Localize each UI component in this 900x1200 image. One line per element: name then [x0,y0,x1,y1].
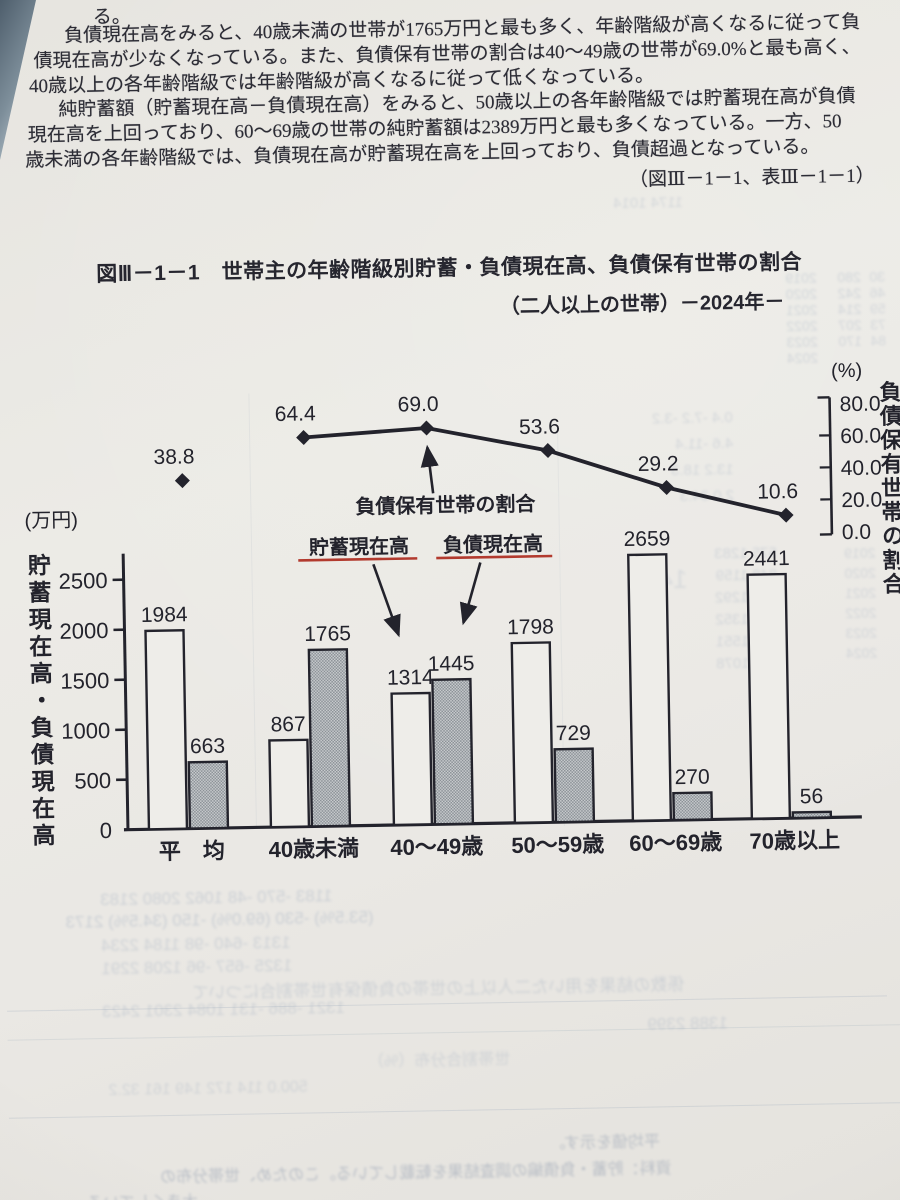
bar-debt-value: 729 [556,722,591,746]
left-axis-tick-label: 0 [100,818,113,843]
left-axis-tick-label: 1500 [60,668,109,694]
bleedthrough-rule [8,1102,900,1119]
x-axis-category-label: 60〜69歳 [629,829,722,856]
bar-savings-value: 1314 [387,666,434,690]
bar-savings [268,738,311,829]
bleedthrough-rule [7,995,887,1012]
bleedthrough-text: 係数の結果を用いた二人以上の世帯の負債保有世帯割合について [191,974,685,1003]
bar-savings-value: 2659 [623,527,670,551]
x-axis-category-label: 40歳未満 [268,836,359,863]
figure-chart-svg: 0 500 1000 1500 2000 2500 0.0 20.0 40.0 60.0 80.0 1… [58,392,882,864]
bar-debt [672,791,714,822]
bar-debt-value: 56 [800,785,824,808]
bleedthrough-text: 1313 -640 -98 1184 2234 [100,932,291,956]
bleedthrough-text: 1174 1014 [612,193,684,213]
legend-debt-underline [436,554,553,560]
legend-savings-label: 貯蓄現在高 [309,534,409,560]
bleedthrough-text: 資料：貯蓄・負債編の調査結果を転載している。このため、世帯分布の [159,1160,672,1187]
x-axis-category-label: 70歳以上 [749,827,840,854]
legend-debt-label: 負債現在高 [443,531,543,557]
x-axis-category-label: 40〜49歳 [390,833,483,860]
figure-subtitle: （二人以上の世帯）－2024年－ [499,291,785,319]
bar-savings [627,553,673,823]
bar-savings-value: 2441 [743,547,790,571]
line-series-value: 53.6 [519,415,560,439]
bar-savings-value: 867 [270,713,305,737]
left-axis-tick-label: 2000 [59,618,108,644]
line-series-diamond-marker [296,429,312,445]
bleedthrough-text: 1325 -657 -96 1208 2291 [101,955,293,979]
bar-debt [431,677,475,826]
right-axis-tick-label: 80.0 [839,392,880,416]
line-series-value: 69.0 [397,393,438,417]
left-axis-tick-label: 2500 [58,568,107,594]
line-series-diamond-marker [659,479,675,495]
right-axis-tick-label: 20.0 [841,488,882,512]
bar-savings [144,629,189,831]
x-axis-baseline [123,815,862,832]
bar-savings-value: 1798 [507,615,554,639]
bar-savings [390,691,434,827]
legend-savings-underline [298,557,418,562]
right-axis-tick-label: 40.0 [841,456,882,480]
bleedthrough-text: 280 242 214 207 170 [837,268,863,350]
bleedthrough-rule [7,1024,900,1041]
x-axis-category-label: 平 均 [159,838,225,864]
bar-debt-value: 663 [190,735,225,759]
bleedthrough-text: 30 46 59 73 84 [869,268,887,349]
left-axis-line [121,553,130,830]
bleedthrough-text: 1321 -886 -131 1084 2301 2423 [101,997,346,1022]
line-series-value: 64.4 [275,402,317,426]
line-series-diamond-marker [174,473,190,489]
bar-debt [553,747,596,824]
x-axis-category-label: 50〜59歳 [511,831,604,858]
bar-debt-value: 1445 [428,652,475,676]
bleedthrough-text: (53.5%) -530 (69.0%) -150 (34.5%) 2173 [65,907,374,932]
bleedthrough-text: 世帯割合分布（%） [367,1051,511,1071]
annotation-arrow-savings [372,563,401,638]
bar-debt-value: 270 [674,765,709,789]
bar-savings [510,641,555,825]
bar-debt [307,648,352,828]
annotation-arrow-line-ratio [420,444,439,494]
line-series-value: 10.6 [757,480,798,504]
left-axis-tick-label: 1000 [61,718,110,744]
annotation-arrow-debt [459,562,482,626]
figure-title: 図Ⅲ－1－1 世帯主の年齢階級別貯蓄・負債現在高、負債保有世帯の割合 [96,250,803,287]
right-axis-tick-label: 60.0 [840,424,881,448]
line-series-diamond-marker [778,507,794,523]
line-series-diamond-marker [418,420,434,436]
line-series-diamond-marker [540,443,556,459]
bar-debt [791,810,833,820]
bleedthrough-text: 1388 2399 [647,1013,728,1034]
right-axis-tick-label: 0.0 [842,521,872,545]
line-series-value: 29.2 [638,452,679,476]
line-series-annotation: 負債保有世帯の割合 [355,491,536,518]
line-series-value: 38.8 [153,445,194,469]
bleedthrough-text: 大きくしている。 [70,1187,198,1200]
bleedthrough-text: 500.0 114 172 149 161 32.2 [108,1078,308,1100]
bleedthrough-text: 平均値を示す。 [549,1133,661,1153]
bar-savings [746,572,792,820]
bar-savings-value: 1984 [141,603,188,627]
bar-debt [187,760,230,830]
right-axis-line [828,397,834,535]
bar-debt-value: 1765 [304,622,351,646]
left-axis-tick-label: 500 [74,768,111,794]
